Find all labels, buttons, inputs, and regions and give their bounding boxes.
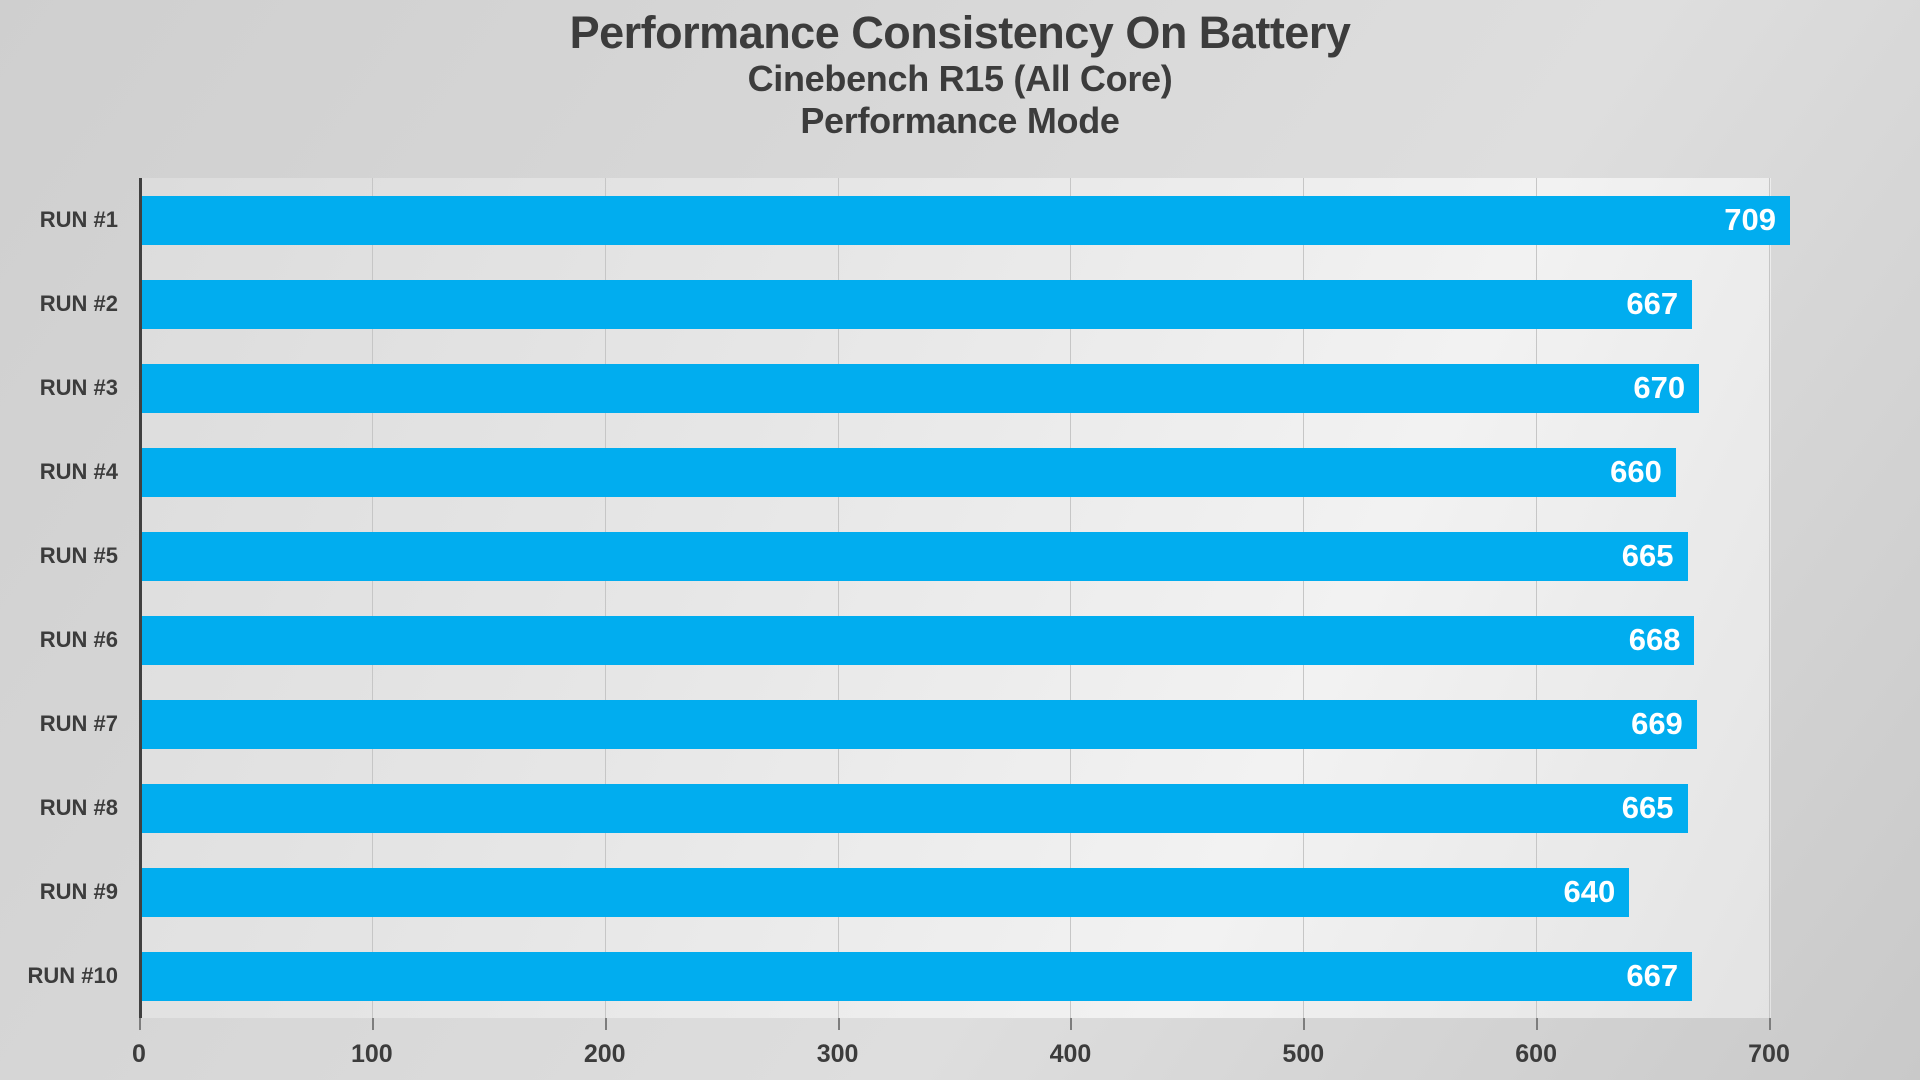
- x-tick-label-600: 600: [1515, 1040, 1557, 1068]
- y-axis-label-8: RUN #8: [39, 795, 118, 820]
- y-axis-label-3: RUN #3: [39, 375, 118, 400]
- bar[interactable]: 670: [139, 363, 1700, 413]
- x-tick-label-300: 300: [816, 1040, 859, 1068]
- x-tick-mark-600: [1536, 1018, 1539, 1030]
- bar-value-label: 709: [1724, 202, 1776, 237]
- bar-row[interactable]: 709: [139, 195, 1790, 245]
- bar[interactable]: 709: [139, 195, 1790, 245]
- bar-value-label: 665: [1621, 538, 1674, 573]
- y-axis-label-10: RUN #10: [27, 963, 118, 988]
- bar[interactable]: 665: [139, 783, 1688, 833]
- y-axis-label-6: RUN #6: [39, 627, 118, 652]
- bar-row[interactable]: 670: [139, 363, 1771, 413]
- y-axis-label-2: RUN #2: [39, 291, 118, 316]
- bar-row[interactable]: 669: [139, 699, 1771, 749]
- bar[interactable]: 640: [139, 867, 1630, 917]
- bar-value-label: 667: [1626, 286, 1679, 321]
- x-tick-label-700: 700: [1748, 1040, 1790, 1068]
- x-tick-label-500: 500: [1282, 1040, 1325, 1068]
- gridline-400: [1070, 178, 1072, 1018]
- bar-row[interactable]: 668: [139, 615, 1771, 665]
- bar[interactable]: 660: [139, 447, 1676, 497]
- x-tick-mark-200: [604, 1018, 607, 1030]
- bar[interactable]: 667: [139, 951, 1693, 1001]
- chart-subtitle-mode: Performance Mode: [800, 99, 1120, 141]
- bar-value-label: 640: [1563, 874, 1616, 909]
- bar-row[interactable]: 660: [139, 447, 1771, 497]
- bar[interactable]: 668: [139, 615, 1695, 665]
- gridline-500: [1303, 178, 1305, 1018]
- gridline-700: [1769, 178, 1770, 1018]
- gridline-100: [371, 178, 373, 1018]
- chart-subtitle: Cinebench R15 (All Core): [747, 57, 1173, 99]
- y-axis-line: [139, 178, 142, 1018]
- bar[interactable]: 669: [139, 699, 1697, 749]
- bar-value-label: 669: [1631, 706, 1683, 741]
- plot-wrapper: 709 667 670 660 665 668 669 665 640 667: [0, 178, 1920, 1023]
- y-axis-label-9: RUN #9: [39, 879, 118, 904]
- x-tick-label-400: 400: [1049, 1040, 1092, 1068]
- x-tick-mark-100: [371, 1018, 374, 1030]
- y-axis-label-5: RUN #5: [39, 543, 118, 568]
- bar[interactable]: 667: [139, 279, 1693, 329]
- x-tick-label-200: 200: [583, 1040, 626, 1068]
- y-axis-label-7: RUN #7: [39, 711, 118, 736]
- bar-value-label: 667: [1626, 958, 1679, 993]
- bar-value-label: 668: [1628, 622, 1681, 657]
- bar-value-label: 660: [1610, 454, 1662, 489]
- gridline-200: [604, 178, 606, 1018]
- x-tick-mark-700: [1769, 1018, 1771, 1030]
- bar-row[interactable]: 665: [139, 783, 1771, 833]
- x-tick-mark-400: [1070, 1018, 1073, 1030]
- x-tick-mark-300: [837, 1018, 840, 1030]
- chart-title-block: Performance Consistency On Battery Cineb…: [0, 0, 1920, 142]
- bar-row[interactable]: 640: [139, 867, 1771, 917]
- chart-title: Performance Consistency On Battery: [569, 7, 1351, 58]
- y-axis-label-1: RUN #1: [39, 207, 118, 232]
- x-axis: 0 100 200 300 400 500 600 700: [0, 1018, 1920, 1080]
- bar-value-label: 670: [1633, 370, 1686, 405]
- bar-row[interactable]: 667: [139, 279, 1771, 329]
- y-axis-label-4: RUN #4: [39, 459, 118, 484]
- bar-value-label: 665: [1621, 790, 1674, 825]
- gridline-600: [1536, 178, 1538, 1018]
- gridline-300: [837, 178, 839, 1018]
- x-tick-label-100: 100: [350, 1040, 393, 1068]
- bar-row[interactable]: 665: [139, 531, 1771, 581]
- y-axis-category-labels: RUN #1 RUN #2 RUN #3 RUN #4 RUN #5 RUN #6 RUN …: [0, 178, 1920, 1018]
- x-tick-mark-0: [139, 1018, 141, 1030]
- x-tick-label-0: 0: [132, 1040, 146, 1068]
- plot-area: 709 667 670 660 665 668 669 665 640 667: [139, 178, 1790, 1018]
- bar[interactable]: 665: [139, 531, 1688, 581]
- bar-row[interactable]: 667: [139, 951, 1771, 1001]
- x-tick-mark-500: [1303, 1018, 1306, 1030]
